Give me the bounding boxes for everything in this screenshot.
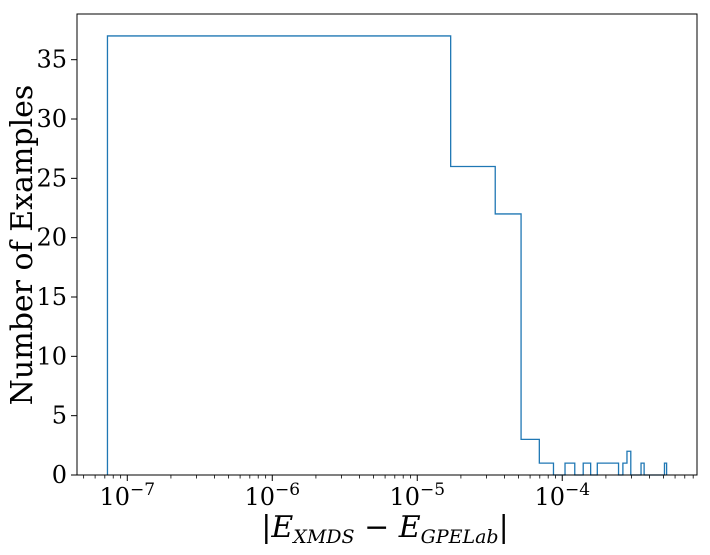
y-tick-label: 35	[36, 46, 67, 74]
y-tick-label: 10	[36, 342, 67, 370]
y-tick-label: 20	[36, 224, 67, 252]
y-axis-label: Number of Examples	[5, 85, 40, 406]
y-tick-label: 5	[52, 402, 67, 430]
y-tick-label: 30	[36, 105, 67, 133]
x-axis-label: |EXMDS − EGPELab|	[261, 510, 508, 548]
x-tick-label: 10−4	[534, 480, 590, 511]
y-axis-ticks: 0 5 10 15 20 25 30 35	[36, 46, 77, 489]
x-tick-label: 10−7	[99, 480, 155, 511]
x-minor-ticks	[83, 475, 694, 479]
plot-area	[77, 14, 697, 475]
y-tick-label: 25	[36, 164, 67, 192]
x-tick-label: 10−6	[244, 480, 300, 511]
y-tick-label: 0	[52, 461, 67, 489]
x-tick-label: 10−5	[389, 480, 445, 511]
plot-frame	[76, 13, 698, 476]
y-tick-label: 15	[36, 283, 67, 311]
x-axis-ticks: 10−7 10−6 10−5 10−4	[99, 475, 590, 511]
